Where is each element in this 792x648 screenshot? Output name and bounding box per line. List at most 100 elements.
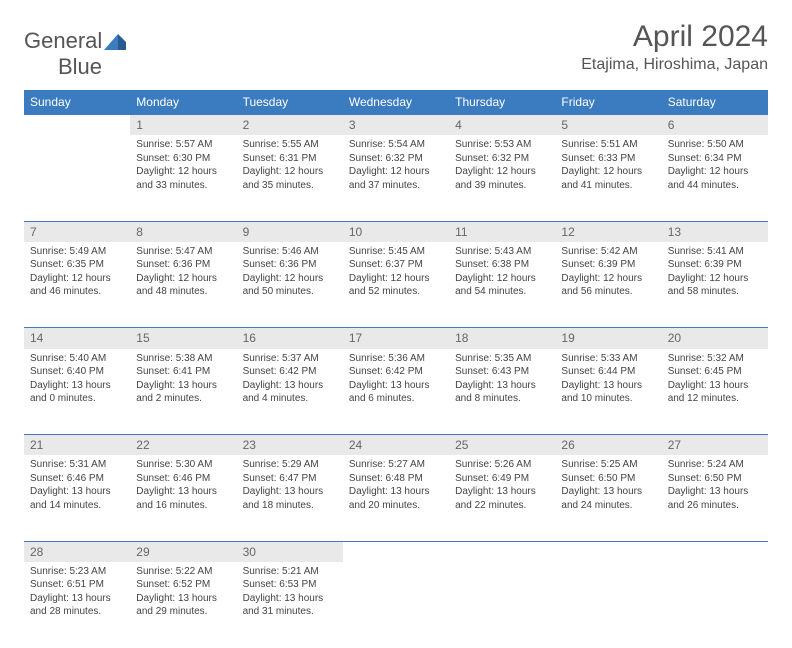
sunrise-text: Sunrise: 5:42 AM [561,245,655,259]
daylight-text: and 10 minutes. [561,392,655,406]
day-number: 2 [237,115,343,136]
sunset-text: Sunset: 6:40 PM [30,365,124,379]
day-cell: Sunrise: 5:23 AMSunset: 6:51 PMDaylight:… [24,562,130,648]
daylight-text: and 26 minutes. [668,499,762,513]
sunset-text: Sunset: 6:43 PM [455,365,549,379]
sunset-text: Sunset: 6:30 PM [136,152,230,166]
sunset-text: Sunset: 6:42 PM [243,365,337,379]
day-cell: Sunrise: 5:29 AMSunset: 6:47 PMDaylight:… [237,455,343,541]
day-number: 30 [237,541,343,562]
sunrise-text: Sunrise: 5:51 AM [561,138,655,152]
day-number [662,541,768,562]
sunset-text: Sunset: 6:45 PM [668,365,762,379]
sunrise-text: Sunrise: 5:46 AM [243,245,337,259]
day-number: 27 [662,435,768,456]
day-number-row: 282930 [24,541,768,562]
day-cell: Sunrise: 5:26 AMSunset: 6:49 PMDaylight:… [449,455,555,541]
daylight-text: Daylight: 13 hours [668,379,762,393]
day-number: 20 [662,328,768,349]
day-cell [555,562,661,648]
day-cell: Sunrise: 5:31 AMSunset: 6:46 PMDaylight:… [24,455,130,541]
day-number: 26 [555,435,661,456]
daylight-text: Daylight: 12 hours [136,272,230,286]
daylight-text: and 28 minutes. [30,605,124,619]
day-number [449,541,555,562]
daylight-text: Daylight: 13 hours [243,379,337,393]
sunrise-text: Sunrise: 5:50 AM [668,138,762,152]
daylight-text: and 46 minutes. [30,285,124,299]
day-cell [662,562,768,648]
day-number: 28 [24,541,130,562]
daylight-text: and 29 minutes. [136,605,230,619]
day-number: 3 [343,115,449,136]
daylight-text: Daylight: 12 hours [243,165,337,179]
daylight-text: Daylight: 12 hours [455,165,549,179]
sunrise-text: Sunrise: 5:55 AM [243,138,337,152]
day-number-row: 78910111213 [24,221,768,242]
daylight-text: Daylight: 13 hours [30,592,124,606]
daylight-text: and 54 minutes. [455,285,549,299]
daylight-text: and 2 minutes. [136,392,230,406]
daylight-text: Daylight: 13 hours [243,485,337,499]
day-number: 18 [449,328,555,349]
sunset-text: Sunset: 6:36 PM [243,258,337,272]
daylight-text: Daylight: 12 hours [668,272,762,286]
daylight-text: and 33 minutes. [136,179,230,193]
sunrise-text: Sunrise: 5:35 AM [455,352,549,366]
day-cell: Sunrise: 5:21 AMSunset: 6:53 PMDaylight:… [237,562,343,648]
day-cell: Sunrise: 5:42 AMSunset: 6:39 PMDaylight:… [555,242,661,328]
day-data-row: Sunrise: 5:57 AMSunset: 6:30 PMDaylight:… [24,135,768,221]
day-cell: Sunrise: 5:32 AMSunset: 6:45 PMDaylight:… [662,349,768,435]
daylight-text: and 4 minutes. [243,392,337,406]
sunset-text: Sunset: 6:51 PM [30,578,124,592]
sunset-text: Sunset: 6:42 PM [349,365,443,379]
daylight-text: and 14 minutes. [30,499,124,513]
daylight-text: Daylight: 12 hours [30,272,124,286]
day-cell: Sunrise: 5:24 AMSunset: 6:50 PMDaylight:… [662,455,768,541]
daylight-text: and 37 minutes. [349,179,443,193]
day-number: 9 [237,221,343,242]
sunrise-text: Sunrise: 5:24 AM [668,458,762,472]
title-block: April 2024 Etajima, Hiroshima, Japan [581,20,768,74]
daylight-text: and 6 minutes. [349,392,443,406]
sunset-text: Sunset: 6:32 PM [455,152,549,166]
daylight-text: Daylight: 12 hours [455,272,549,286]
day-number [555,541,661,562]
day-cell: Sunrise: 5:22 AMSunset: 6:52 PMDaylight:… [130,562,236,648]
day-number: 14 [24,328,130,349]
daylight-text: Daylight: 12 hours [668,165,762,179]
day-data-row: Sunrise: 5:23 AMSunset: 6:51 PMDaylight:… [24,562,768,648]
daylight-text: and 39 minutes. [455,179,549,193]
daylight-text: and 52 minutes. [349,285,443,299]
sunrise-text: Sunrise: 5:26 AM [455,458,549,472]
day-number: 22 [130,435,236,456]
logo: General [24,28,128,54]
sunrise-text: Sunrise: 5:30 AM [136,458,230,472]
sunrise-text: Sunrise: 5:40 AM [30,352,124,366]
day-data-row: Sunrise: 5:40 AMSunset: 6:40 PM Daylight:… [24,349,768,435]
day-number: 12 [555,221,661,242]
daylight-text: Daylight: 13 hours [561,379,655,393]
day-header: Tuesday [237,90,343,115]
day-cell: Sunrise: 5:38 AMSunset: 6:41 PMDaylight:… [130,349,236,435]
day-number [343,541,449,562]
daylight-text: and 56 minutes. [561,285,655,299]
sunset-text: Sunset: 6:47 PM [243,472,337,486]
sunrise-text: Sunrise: 5:36 AM [349,352,443,366]
day-cell: Sunrise: 5:47 AMSunset: 6:36 PMDaylight:… [130,242,236,328]
sunrise-text: Sunrise: 5:33 AM [561,352,655,366]
sunset-text: Sunset: 6:36 PM [136,258,230,272]
day-number: 7 [24,221,130,242]
sunset-text: Sunset: 6:50 PM [561,472,655,486]
sunrise-text: Sunrise: 5:37 AM [243,352,337,366]
daylight-text: and 48 minutes. [136,285,230,299]
day-cell: Sunrise: 5:51 AMSunset: 6:33 PMDaylight:… [555,135,661,221]
sunset-text: Sunset: 6:35 PM [30,258,124,272]
daylight-text: Daylight: 13 hours [668,485,762,499]
daylight-text: Daylight: 13 hours [136,379,230,393]
daylight-text: and 16 minutes. [136,499,230,513]
logo-triangle-icon [104,32,126,50]
daylight-text: Daylight: 12 hours [349,272,443,286]
sunset-text: Sunset: 6:50 PM [668,472,762,486]
day-cell: Sunrise: 5:55 AMSunset: 6:31 PMDaylight:… [237,135,343,221]
